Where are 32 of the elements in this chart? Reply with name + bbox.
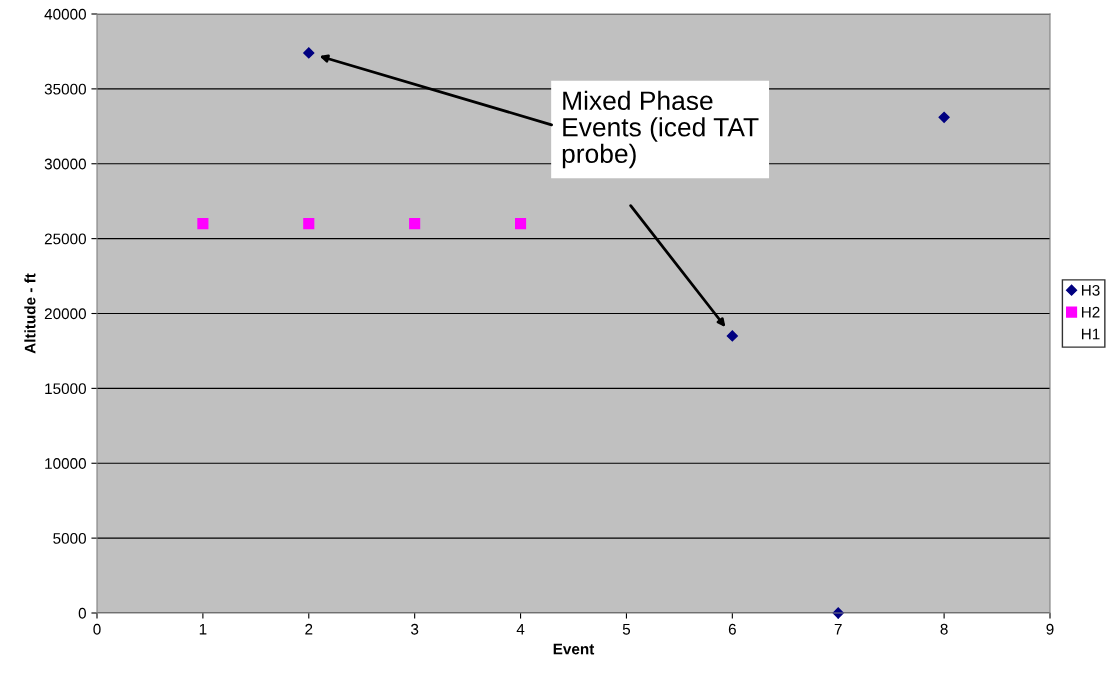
y-tick-label: 30000 — [44, 158, 86, 170]
y-tick-label: 35000 — [44, 83, 86, 95]
text: H1 — [1081, 328, 1100, 340]
x-tick-label: 3 — [411, 623, 419, 635]
y-tick-label: 10000 — [45, 458, 86, 469]
y-tick-label: 25000 — [44, 233, 86, 245]
x-tick-label: 1 — [199, 623, 207, 635]
point — [726, 330, 738, 342]
y-tick-label: 15000 — [45, 383, 86, 395]
point — [303, 47, 315, 59]
annotation: Mixed Phase Events (iced TAT probe) — [562, 90, 759, 169]
point — [409, 218, 421, 230]
point — [197, 218, 209, 230]
y-tick-label: 5000 — [53, 532, 86, 544]
y-tick-label: 20000 — [44, 308, 86, 320]
x-tick-label: 5 — [622, 623, 631, 635]
legend-label: H3 — [1081, 284, 1100, 296]
x-axis-title: Event — [553, 643, 595, 655]
x-tick-label: 0 — [93, 623, 101, 635]
y-tick-label: 0 — [78, 607, 86, 619]
x-tick-label: 8 — [940, 623, 948, 635]
point — [938, 111, 950, 123]
point — [514, 218, 527, 230]
x-tick-label: 9 — [1046, 623, 1054, 635]
y-axis-title: Altitude - ft — [24, 273, 36, 354]
x-tick-label: 2 — [305, 623, 313, 635]
y-tick-label: 40000 — [44, 8, 86, 20]
x-tick-label: 4 — [516, 623, 525, 635]
x-tick-label: 6 — [728, 623, 736, 635]
x-tick-label: 7 — [834, 623, 842, 635]
legend-label: H2 — [1081, 306, 1100, 318]
point — [303, 218, 315, 230]
